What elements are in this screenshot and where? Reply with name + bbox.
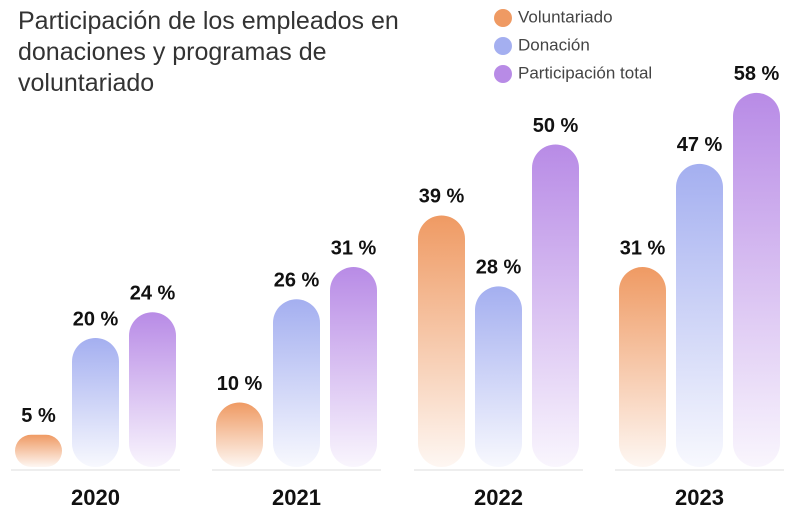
value-label: 47 %: [677, 134, 723, 156]
x-tick-label: 2023: [675, 485, 724, 510]
value-label: 39 %: [419, 186, 465, 208]
legend-label: Donación: [518, 35, 590, 54]
bar: [216, 402, 263, 467]
chart-title: Participación de los empleados en donaci…: [18, 7, 399, 97]
value-label: 10 %: [217, 373, 263, 395]
bar: [418, 215, 465, 467]
value-label: 20 %: [73, 308, 119, 330]
bar: [475, 286, 522, 467]
legend-swatch: [494, 65, 512, 83]
bar: [733, 92, 780, 468]
bar: [72, 338, 119, 467]
value-label: 26 %: [274, 270, 320, 292]
legend-label: Participación total: [518, 63, 652, 82]
value-label: 31 %: [620, 237, 666, 259]
x-tick-label: 2022: [474, 485, 523, 510]
bar: [676, 163, 723, 467]
bar: [619, 267, 666, 467]
value-label: 24 %: [130, 282, 176, 304]
value-label: 50 %: [533, 115, 579, 137]
bar: [330, 267, 377, 467]
x-tick-label: 2021: [272, 485, 321, 510]
bar: [273, 299, 320, 467]
value-label: 28 %: [476, 257, 522, 279]
value-label: 58 %: [734, 63, 780, 85]
legend-swatch: [494, 37, 512, 55]
legend-swatch: [494, 9, 512, 27]
value-label: 31 %: [331, 237, 377, 259]
bar: [129, 312, 176, 467]
x-tick-label: 2020: [71, 485, 120, 510]
value-label: 5 %: [21, 405, 56, 427]
bar: [15, 434, 62, 467]
bar: [532, 144, 579, 467]
legend-label: Voluntariado: [518, 7, 613, 26]
